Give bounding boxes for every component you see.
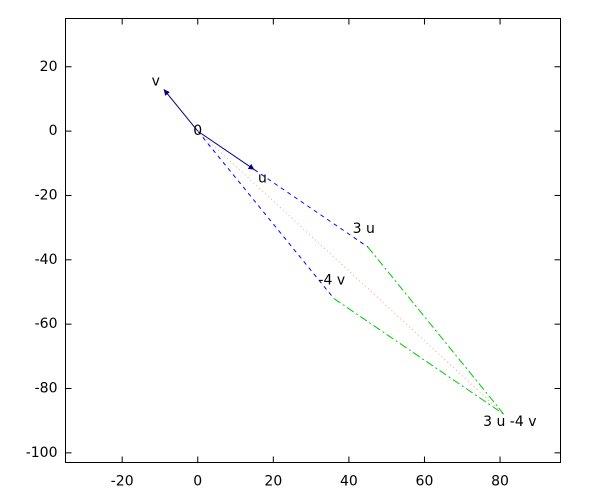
point-label: 3 u [353,221,375,237]
plot-frame [65,18,561,463]
point-label: 0 [193,123,202,139]
x-tick-label: 80 [491,474,509,490]
x-tick-label: 60 [416,474,434,490]
vector-segment [254,169,369,248]
point-label: v [152,73,160,89]
y-tick-label: -100 [26,445,58,461]
vector-segment [197,130,255,171]
y-tick-label: -20 [35,187,58,203]
y-tick-label: -60 [35,316,58,332]
y-tick-label: -40 [35,252,58,268]
y-tick-label: -80 [35,381,58,397]
x-tick-label: 20 [264,474,282,490]
point-label: -4 v [318,272,345,288]
point-label: u [258,171,267,187]
y-tick-label: 0 [49,123,58,139]
x-tick-label: 0 [193,474,202,490]
x-tick-label: 40 [340,474,358,490]
vector-segment [197,130,335,299]
point-label: 3 u -4 v [483,414,536,430]
vector-segment [367,246,505,415]
x-tick-label: -20 [111,474,134,490]
vector-segment [163,88,199,132]
vector-segment [197,130,505,415]
y-tick-label: 20 [40,59,58,75]
vector-segment [333,297,505,415]
